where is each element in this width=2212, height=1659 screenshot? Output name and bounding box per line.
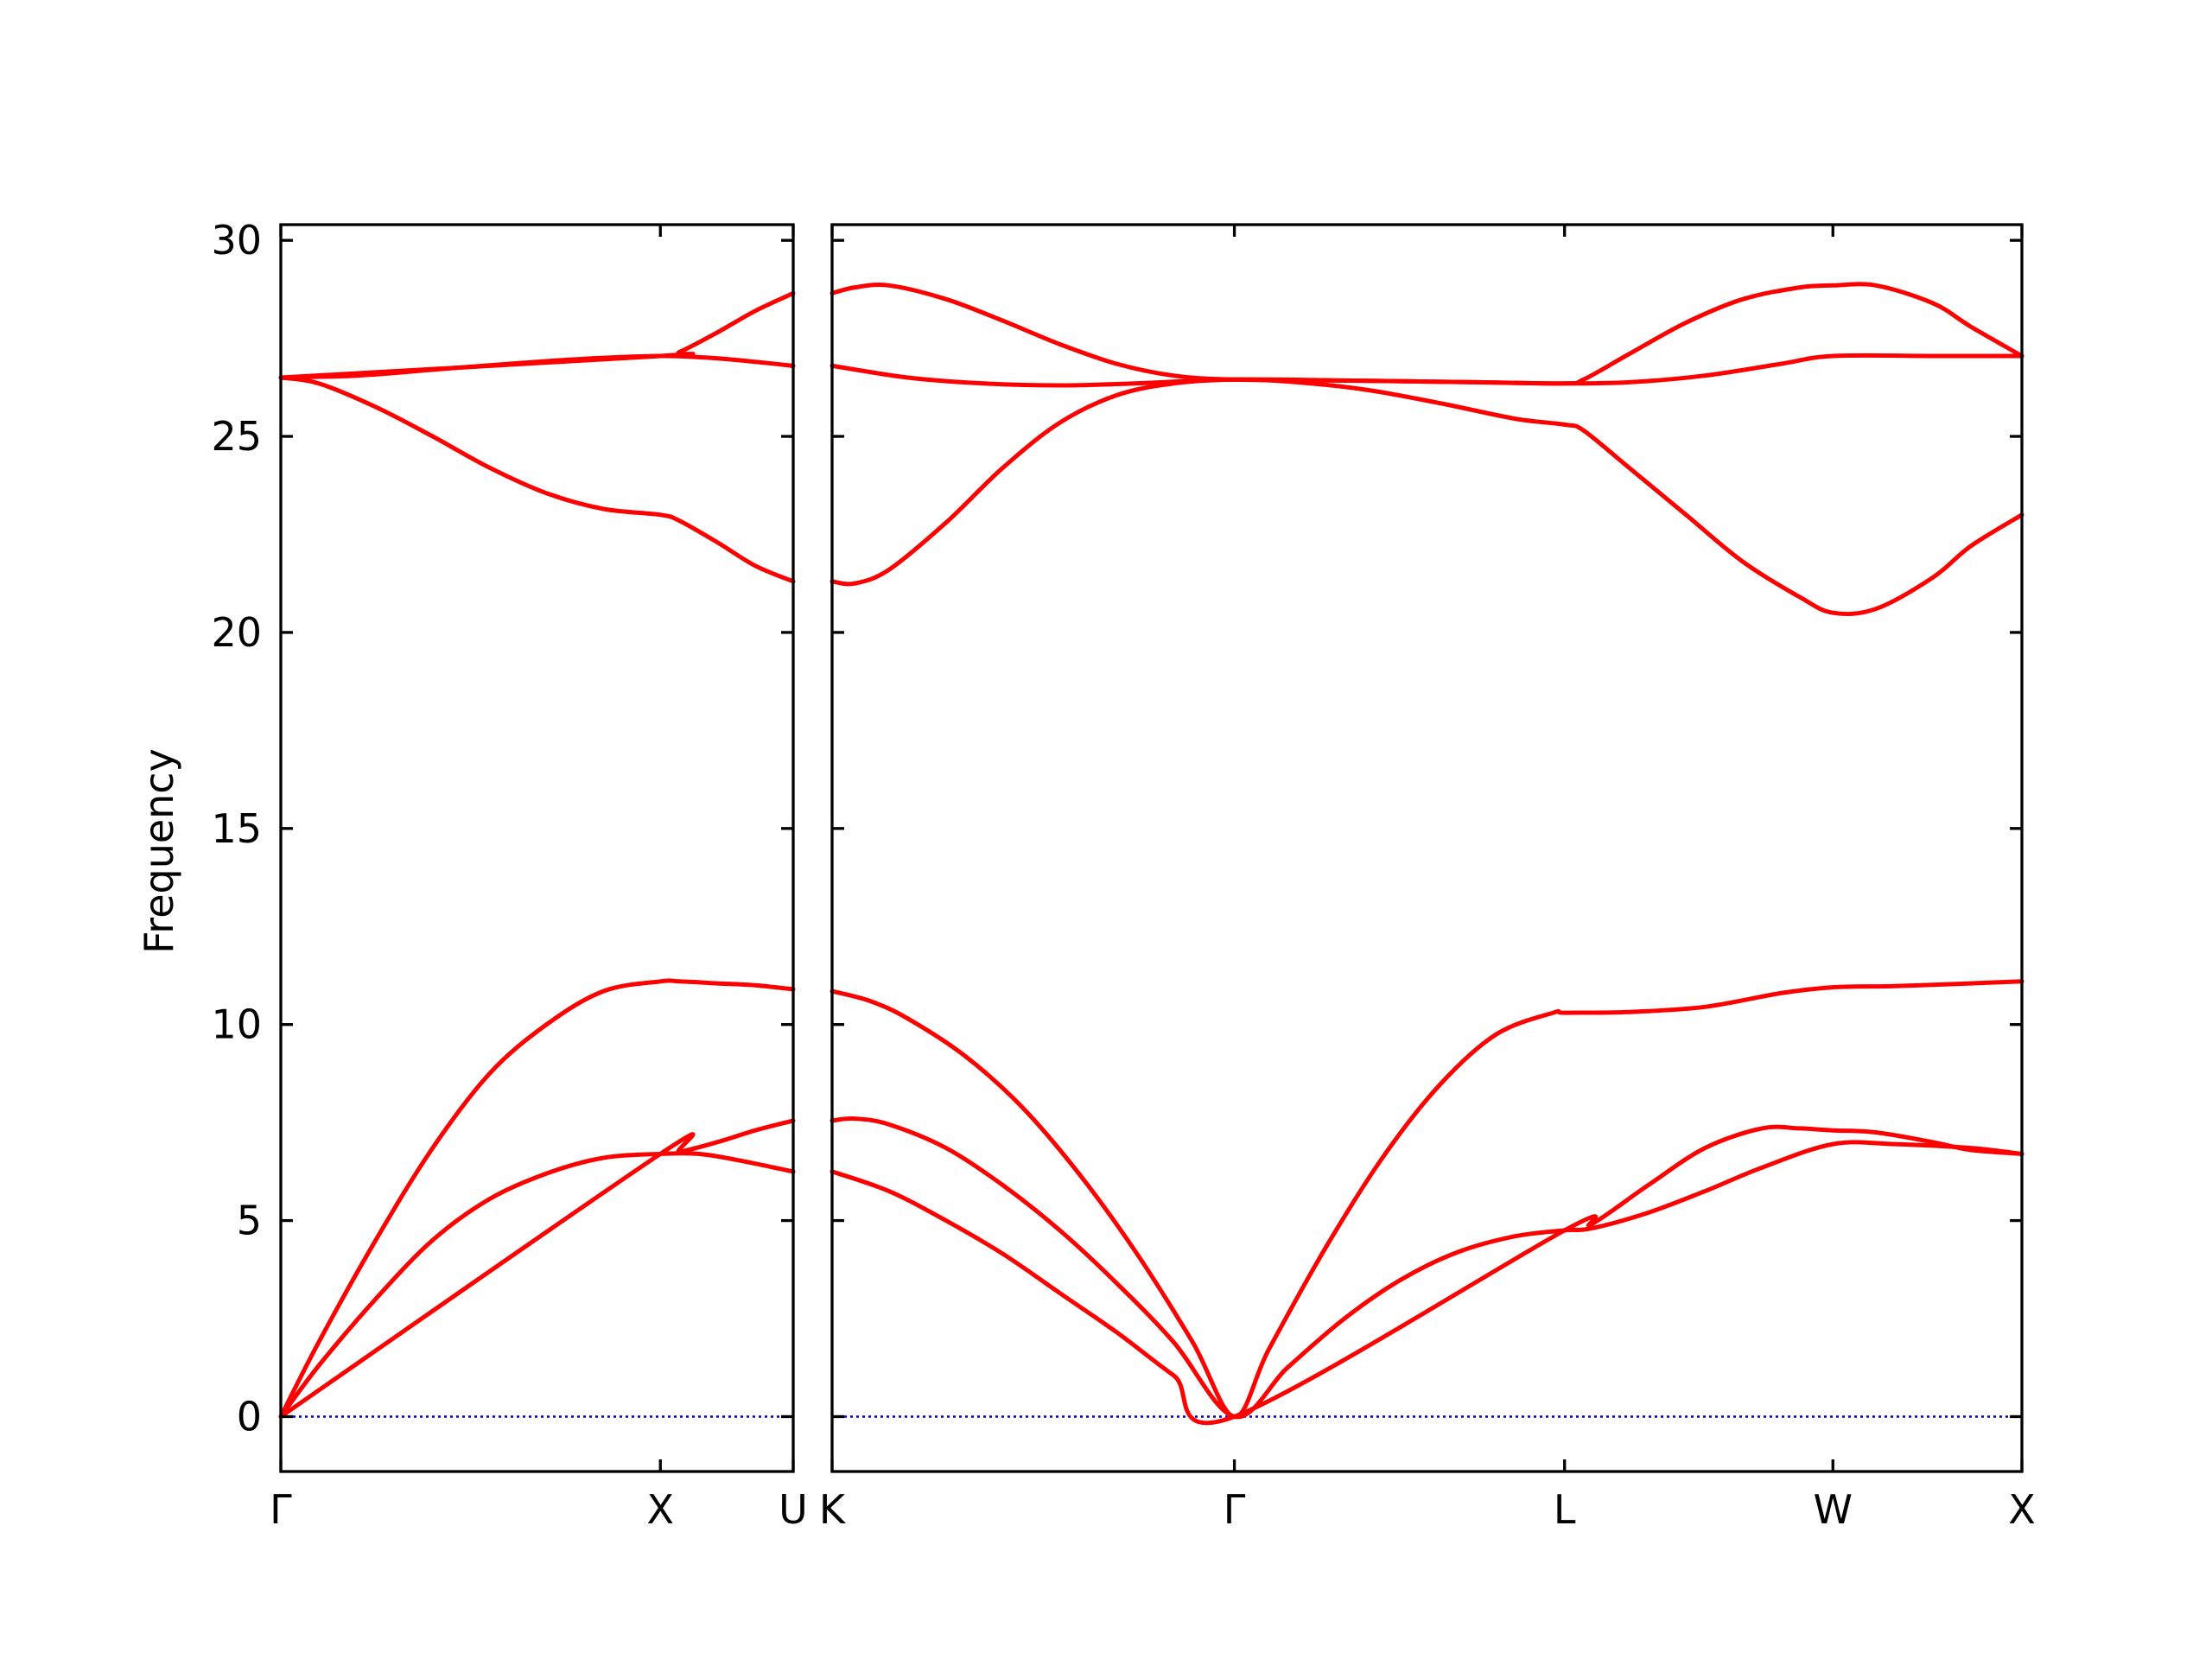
y-tick-label: 25	[211, 413, 262, 460]
y-axis-label: Frequency	[136, 748, 182, 954]
x-tick-label: L	[1554, 1486, 1576, 1533]
band-line-2	[830, 1116, 2024, 1420]
y-tick-label: 15	[211, 805, 262, 852]
y-tick-label: 20	[211, 609, 262, 656]
axes-frame	[830, 223, 2024, 1473]
band-line-4	[278, 375, 796, 584]
band-line-1	[278, 978, 796, 1419]
band-line-6	[830, 282, 2024, 386]
axes-frame	[279, 223, 795, 1473]
y-tick-label: 30	[211, 217, 262, 264]
band-line-1	[830, 979, 2024, 1419]
x-tick-label: X	[2008, 1486, 2036, 1533]
y-tick-label: 0	[237, 1393, 262, 1440]
band-line-2	[278, 1151, 796, 1419]
x-tick-label: Γ	[270, 1486, 292, 1533]
band-line-3	[278, 1118, 796, 1419]
band-line-4	[830, 377, 2024, 617]
x-tick-label: K	[819, 1486, 847, 1533]
x-tick-label: Γ	[1224, 1486, 1246, 1533]
y-tick-label: 10	[211, 1001, 262, 1048]
x-tick-label: U	[779, 1486, 808, 1533]
x-tick-label: X	[647, 1486, 675, 1533]
x-tick-label: W	[1814, 1486, 1853, 1533]
band-line-6	[278, 290, 796, 380]
y-tick-label: 5	[237, 1198, 262, 1244]
band-line-3	[830, 1124, 2024, 1426]
panel-1: 0 5 10 15 20 25 30 Γ X U	[211, 217, 807, 1533]
